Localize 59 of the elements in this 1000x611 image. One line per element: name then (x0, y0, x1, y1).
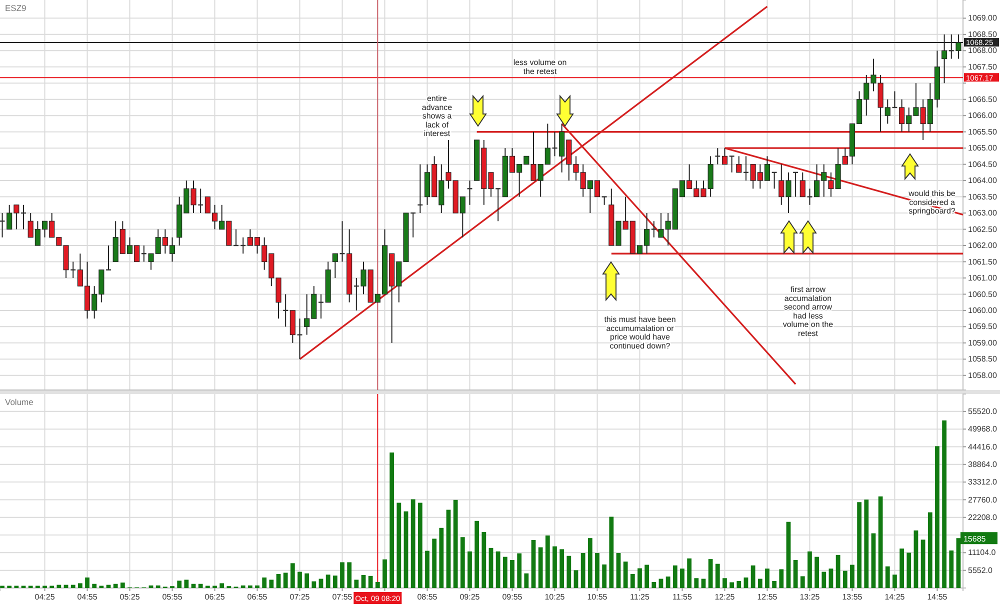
y-tick-label: 1064.00 (968, 176, 998, 186)
y-tick-label: 1066.00 (968, 111, 998, 120)
annotation: less volume on the retest (513, 58, 567, 76)
chart-title: Volume (5, 397, 34, 407)
x-tick-label: 14:55 (927, 592, 948, 602)
x-tick-label: 06:25 (204, 592, 226, 602)
y-tick-label: 1066.50 (968, 94, 998, 104)
y-tick-label: 1061.50 (968, 257, 998, 266)
y-tick-label: 1067.50 (968, 62, 998, 72)
y-tick-label: 1065.50 (968, 127, 998, 136)
y-tick-label: 1068.00 (968, 46, 998, 56)
y-tick-label: 1060.00 (968, 306, 998, 315)
x-tick-label: 10:25 (544, 592, 566, 602)
x-tick-label: 08:55 (417, 592, 438, 602)
y-tick-label: 27760.0 (968, 495, 998, 504)
y-tick-label: 1062.00 (968, 241, 998, 250)
annotation: this must have been accumumalation or price would have continued down? (604, 315, 676, 350)
x-tick-label: 11:25 (630, 592, 650, 602)
y-tick-label: 55520.0 (968, 406, 998, 416)
x-tick-label: 07:55 (332, 592, 353, 602)
x-tick-label: 05:55 (162, 592, 183, 602)
x-tick-label: 13:55 (842, 592, 863, 602)
y-tick-label: 38864.0 (968, 460, 998, 469)
y-tick-label: 1062.50 (968, 224, 998, 234)
y-tick-label: 1065.00 (968, 144, 998, 153)
x-tick-label: 11:55 (672, 592, 692, 602)
y-tick-label: 33312.0 (968, 478, 998, 487)
y-tick-label: 49968.0 (968, 424, 998, 434)
x-tick-label: 09:55 (502, 592, 523, 602)
x-tick-label: 14:25 (884, 592, 906, 602)
x-tick-label: 10:55 (587, 592, 608, 602)
x-tick-label: 12:25 (714, 592, 736, 602)
x-tick-label: 07:25 (290, 592, 310, 602)
x-tick-label: 09:25 (460, 592, 480, 602)
x-tick-label: 04:25 (34, 592, 56, 602)
y-tick-label: 22208.0 (968, 512, 998, 522)
y-tick-label: 1063.00 (968, 208, 998, 218)
y-tick-label: 1059.00 (968, 338, 998, 348)
y-tick-label: 1061.00 (968, 274, 998, 283)
y-tick-label: 1069.00 (968, 14, 998, 23)
y-tick-label: 1058.00 (968, 370, 998, 380)
chart-title: ESZ9 (5, 3, 27, 13)
x-tick-label: 13:25 (800, 592, 820, 602)
annotation: entire advance shows a lack of interest (422, 94, 453, 138)
x-tick-label: 12:55 (757, 592, 778, 602)
y-tick-label: 1063.50 (968, 192, 998, 202)
y-tick-label: 1068.50 (968, 30, 998, 39)
y-tick-label: 44416.0 (968, 442, 998, 452)
x-tick-label: 06:55 (247, 592, 268, 602)
annotation: first arrow accumalation second arrow had less volume on the retest (782, 285, 834, 338)
x-tick-label: 04:55 (77, 592, 98, 602)
y-tick-label: 1064.50 (968, 160, 998, 169)
y-tick-label: 1059.50 (968, 322, 998, 332)
y-tick-label: 11104.0 (968, 548, 996, 558)
y-tick-label: 5552.0 (968, 566, 994, 575)
y-tick-label: 1060.50 (968, 290, 998, 299)
y-tick-label: 1058.50 (968, 354, 998, 364)
x-tick-label: 05:25 (120, 592, 140, 602)
annotation: 15685 (963, 534, 986, 544)
